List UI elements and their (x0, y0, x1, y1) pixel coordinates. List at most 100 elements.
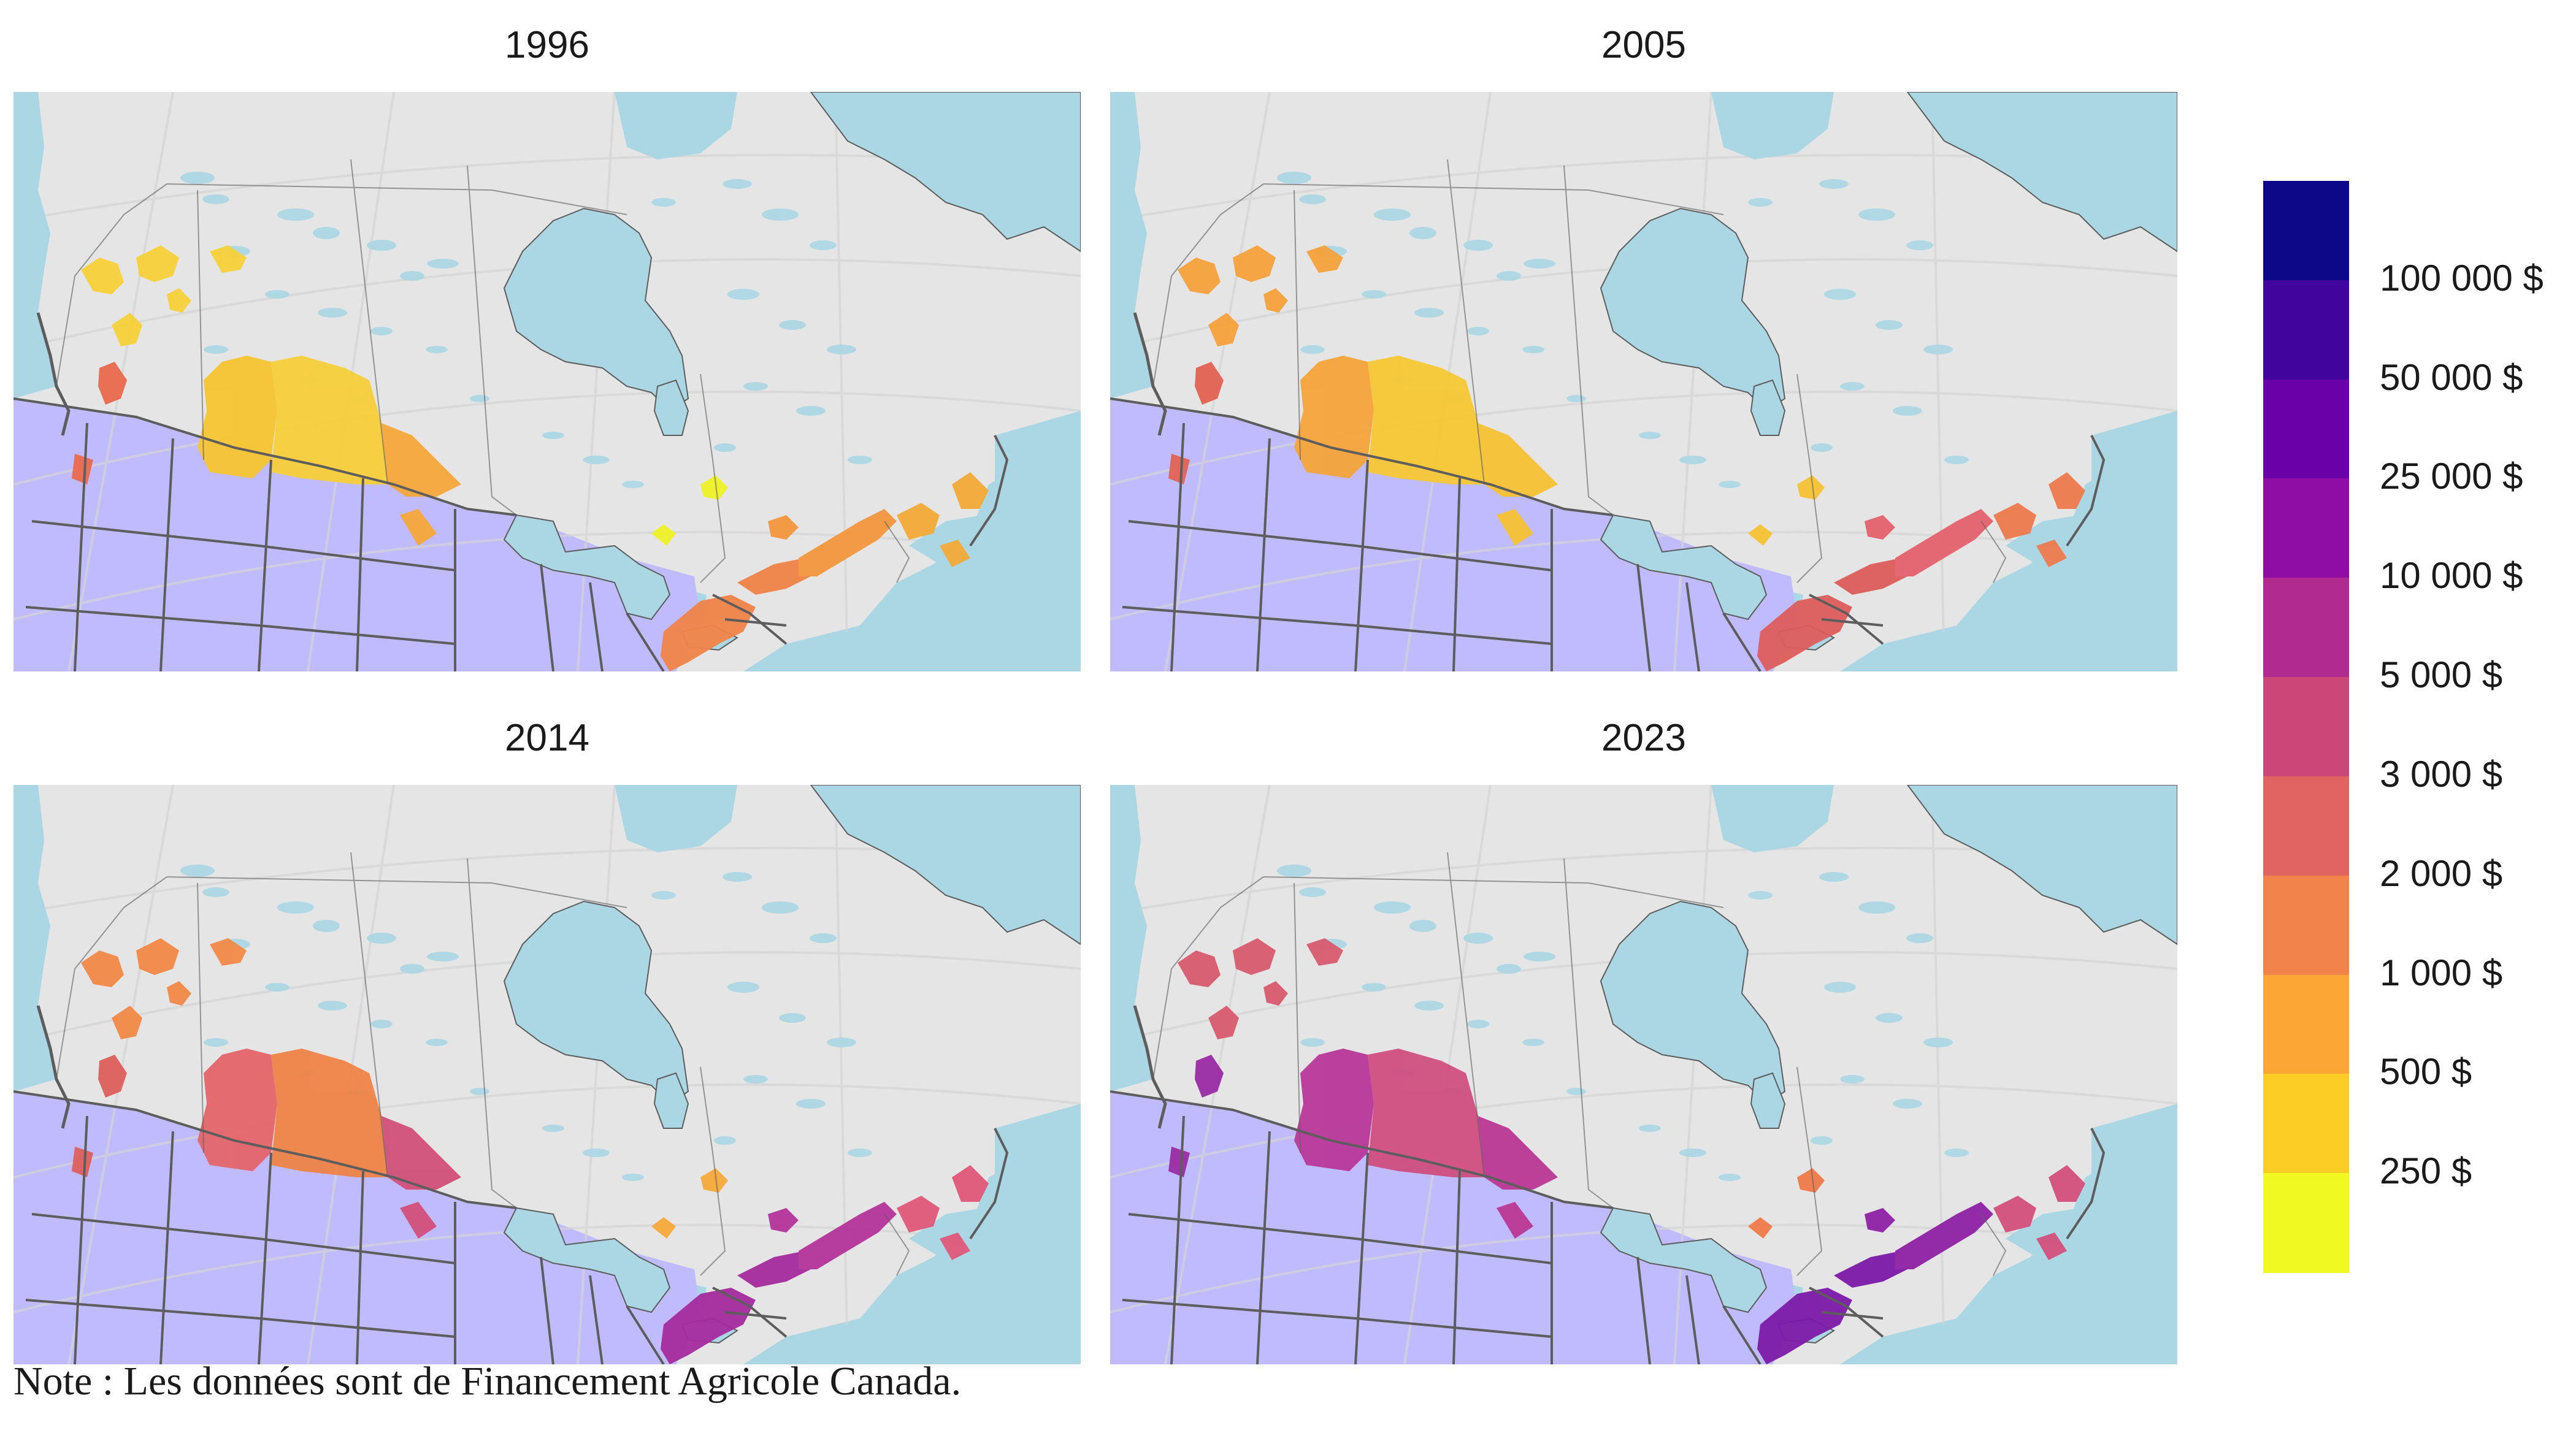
pacific-ocean (1110, 92, 1153, 399)
state-boundary (589, 1275, 604, 1364)
small-lake (1748, 891, 1773, 900)
region-ontario-south (1834, 558, 1907, 595)
state-boundary (1256, 1131, 1271, 1364)
state-boundary (1128, 520, 1552, 571)
gulf-st-lawrence (2006, 1208, 2091, 1257)
small-lake (1876, 320, 1903, 330)
great-lake (1600, 1207, 1768, 1313)
region-ontario-north (1797, 1168, 1825, 1193)
west-coastline (36, 1005, 71, 1129)
region-quebec (1865, 515, 1895, 540)
legend-label: 5 000 $ (2380, 654, 2503, 696)
region-quebec (768, 515, 799, 540)
canada-land (1110, 785, 2177, 1364)
farmland-regions (72, 938, 989, 1364)
region-bc (167, 288, 191, 313)
region-bc (81, 258, 124, 294)
usa-land (1110, 399, 1797, 671)
state-boundary (1821, 1311, 1884, 1320)
region-ontario-south (1834, 1251, 1907, 1288)
province-boundaries (56, 159, 910, 583)
small-lake (796, 406, 826, 416)
panel-title-2023: 2023 (1601, 717, 1686, 759)
region-bc-south (1195, 362, 1224, 405)
region-maritimes (2036, 540, 2067, 567)
canada-usa-border (13, 1090, 517, 1209)
region-quebec (799, 1202, 897, 1269)
legend-label: 3 000 $ (2380, 753, 2503, 795)
small-lake (1824, 982, 1856, 993)
arctic-water (1711, 92, 1834, 159)
province-boundary (197, 882, 204, 1153)
region-maritimes (2049, 472, 2085, 509)
small-lake (277, 208, 314, 221)
province-boundary (1796, 1066, 1823, 1276)
region-bc-south (98, 1055, 127, 1098)
legend-swatch (2263, 1074, 2349, 1174)
province-boundaries (1152, 852, 2007, 1276)
region-maritimes (952, 472, 989, 509)
map-panel-2023 (1110, 785, 2177, 1364)
small-lake (779, 1013, 806, 1023)
usa-land (13, 399, 700, 671)
region-ontario-south (737, 558, 811, 595)
east-coastline (2066, 435, 2106, 547)
state-boundary (31, 1213, 456, 1264)
state-boundary (1821, 618, 1884, 627)
small-lake (427, 259, 459, 269)
gulf-st-lawrence (2006, 515, 2091, 564)
legend-swatch (2263, 181, 2349, 281)
small-lake (1811, 1136, 1833, 1145)
province-boundary (1294, 882, 1301, 1153)
region-bc-south (1168, 1147, 1190, 1177)
state-boundary (356, 1171, 364, 1364)
province-boundary (1152, 183, 1264, 387)
west-coastline (1133, 1005, 1167, 1129)
region-alberta (1294, 1049, 1374, 1171)
small-lake (1566, 395, 1586, 402)
small-lake (1467, 1020, 1489, 1028)
state-boundary (159, 438, 174, 671)
canada-land (1110, 92, 2177, 671)
region-ontario-south (661, 1288, 756, 1364)
graticule-line (1110, 390, 2177, 486)
region-manitoba (400, 509, 437, 546)
province-boundary (1588, 882, 1724, 908)
region-maritimes (1993, 1196, 2036, 1233)
small-lake (202, 194, 229, 204)
state-boundary (712, 1286, 788, 1338)
pacific-ocean (1110, 785, 1153, 1091)
small-lake (714, 443, 736, 452)
state-boundary (74, 422, 88, 671)
panel-title-2005: 2005 (1601, 24, 1686, 66)
province-boundary (700, 1066, 726, 1276)
state-boundary (159, 1131, 174, 1364)
small-lake (426, 346, 448, 353)
small-lake (1463, 240, 1493, 251)
region-alberta (197, 356, 277, 478)
canada-land (13, 92, 1081, 671)
usa-state-boundaries (1122, 1115, 1884, 1364)
small-lake (1300, 1038, 1325, 1047)
small-lake (1414, 308, 1444, 318)
region-ontario-south (1757, 1288, 1852, 1364)
small-lake (1639, 432, 1661, 439)
small-lake (180, 172, 215, 184)
small-lake (367, 933, 396, 944)
farmland-regions (1168, 245, 2085, 671)
region-saskatchewan (271, 356, 388, 484)
small-lake (542, 1125, 564, 1132)
hudson-bay (503, 900, 689, 1105)
graticule-line (13, 1083, 1081, 1179)
region-saskatchewan (1368, 356, 1484, 484)
panel-title-1996: 1996 (505, 24, 589, 66)
usa-state-boundaries (25, 1115, 788, 1364)
state-boundary (1170, 1115, 1185, 1364)
graticule-line (1110, 1083, 2177, 1179)
small-lake (1467, 327, 1489, 335)
small-lake (1819, 872, 1849, 882)
small-lake (542, 432, 564, 439)
province-boundary (1447, 852, 1485, 1178)
state-boundary (540, 564, 554, 671)
province-boundaries (1152, 159, 2007, 583)
